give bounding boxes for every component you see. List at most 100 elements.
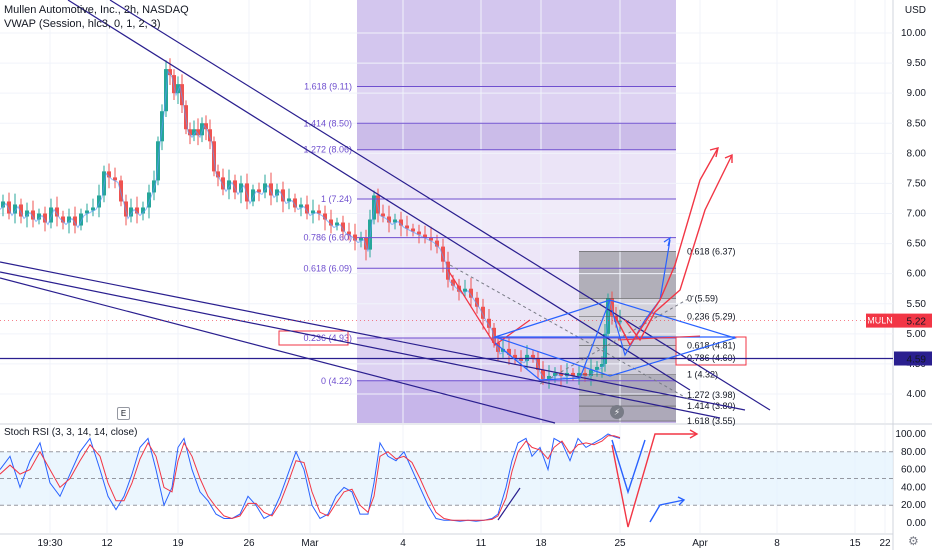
fib-level-label: 0 (4.22) <box>321 376 352 386</box>
candle-body <box>97 195 101 208</box>
trendline-lower-1 <box>0 261 746 411</box>
candle-body <box>13 204 17 214</box>
rsi-title[interactable]: Stoch RSI (3, 3, 14, 14, close) <box>4 427 138 438</box>
candle-body <box>481 306 485 319</box>
price-tick-label: 9.50 <box>907 58 927 69</box>
candle-body <box>595 366 599 370</box>
drawn-red-arrowhead-2 <box>724 153 733 163</box>
candle-body <box>227 180 231 190</box>
time-tick-label: Mar <box>301 538 319 549</box>
candle-body <box>405 225 409 229</box>
grey-box-bottom <box>579 374 676 422</box>
fib-right-label: 1.414 (3.80) <box>687 401 736 411</box>
rsi-tick-label: 60.00 <box>901 465 926 476</box>
candle-body <box>618 320 622 322</box>
candle-body <box>451 279 455 286</box>
drawn-red-bracket <box>617 335 701 341</box>
rsi-tick-label: 40.00 <box>901 482 926 493</box>
candle-body <box>37 213 41 220</box>
candle-body <box>525 354 529 361</box>
settings-icon[interactable]: ⚙ <box>908 534 919 548</box>
grey-box-top <box>579 251 676 299</box>
price-tick-label: 7.00 <box>907 209 927 220</box>
candle-body <box>399 219 403 226</box>
candle-body <box>176 84 180 94</box>
rsi-drawn-blue-v <box>611 439 646 495</box>
fib-level-label: 1.414 (8.50) <box>303 118 352 128</box>
candle-body <box>571 372 575 376</box>
candle-body <box>79 213 83 226</box>
rsi-drawn-red <box>611 433 697 528</box>
candle-body <box>119 180 123 202</box>
candle-body <box>469 288 473 298</box>
candle-body <box>152 180 156 193</box>
trendline-outer <box>109 0 771 411</box>
candle-body <box>317 210 321 214</box>
candle-body <box>257 189 261 193</box>
candle-body <box>553 372 557 376</box>
time-tick-label: 4 <box>400 538 406 549</box>
candle-body <box>287 198 291 202</box>
candle-body <box>411 228 415 232</box>
candle-body <box>85 210 89 214</box>
candle-body <box>216 171 220 178</box>
candle-body <box>353 234 357 241</box>
drawn-red-projection-2 <box>624 154 733 342</box>
candle-body <box>341 222 345 232</box>
earnings-badge[interactable]: E <box>117 407 130 420</box>
rsi-tick-label: 20.00 <box>901 500 926 511</box>
candle-body <box>49 207 53 223</box>
fib-level-label: 1 (7.24) <box>321 194 352 204</box>
rsi-tick-label: 0.00 <box>907 518 927 529</box>
candle-body <box>323 213 327 220</box>
candle-body <box>492 327 496 343</box>
rsi-drawn-blue-arrow <box>649 499 685 523</box>
candle-body <box>463 288 467 292</box>
candle-body <box>141 207 145 214</box>
trendline-upper <box>67 0 691 391</box>
time-tick-label: 18 <box>535 538 547 549</box>
candle-body <box>192 129 196 136</box>
trendline-lower-3 <box>0 277 556 424</box>
time-tick-label: Apr <box>692 538 708 549</box>
candle-body <box>275 189 279 196</box>
candle-body <box>589 369 593 376</box>
candle-body <box>25 210 29 217</box>
time-tick-label: 15 <box>849 538 861 549</box>
candle-body <box>335 222 339 226</box>
drawn-blue-channel <box>494 299 611 381</box>
candle-body <box>208 129 212 142</box>
candle-body <box>1 201 5 208</box>
candle-body <box>91 207 95 211</box>
time-tick-label: 26 <box>243 538 255 549</box>
candle-body <box>200 123 204 136</box>
indicator-label[interactable]: VWAP (Session, hlc3, 0, 1, 2, 3) <box>4 18 161 30</box>
time-tick-label: 19:30 <box>37 538 62 549</box>
drawn-red-zigzag-left <box>447 269 531 346</box>
candle-body <box>547 375 551 379</box>
candle-body <box>387 216 391 223</box>
fib-zone-1272 <box>357 149 676 200</box>
candle-body <box>245 183 249 202</box>
fib-right-label: 1.272 (3.98) <box>687 390 736 400</box>
candle-body <box>19 204 23 217</box>
fib-zone-1414 <box>357 123 676 150</box>
candle-body <box>281 189 285 202</box>
candle-body <box>7 201 11 214</box>
price-tick-label: 4.00 <box>907 389 927 400</box>
chart-title: Mullen Automotive, Inc., 2h, NASDAQ <box>4 4 189 16</box>
candle-body <box>239 183 243 193</box>
candle-body <box>129 207 133 217</box>
candle-body <box>359 237 363 241</box>
price-tick-label: 8.00 <box>907 148 927 159</box>
candle-body <box>583 372 587 376</box>
candle-body <box>496 342 500 352</box>
candle-body <box>457 285 461 292</box>
price-tick-label: 9.00 <box>907 88 927 99</box>
price-tick-label: 6.00 <box>907 269 927 280</box>
candle-body <box>329 219 333 226</box>
candle-body <box>507 348 511 355</box>
candle-body <box>435 240 439 247</box>
trendline-lower-2 <box>0 271 721 419</box>
